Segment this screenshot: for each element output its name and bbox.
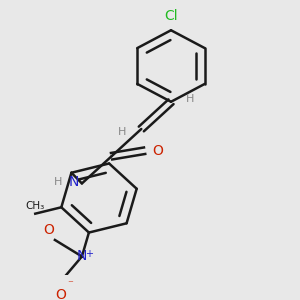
Text: O: O [44,223,54,237]
Text: Cl: Cl [164,9,178,23]
Text: H: H [118,127,126,137]
Text: +: + [85,249,93,259]
Text: ⁻: ⁻ [67,279,73,289]
Text: O: O [56,288,66,300]
Text: H: H [54,177,62,187]
Text: H: H [186,94,194,104]
Text: N: N [77,250,87,263]
Text: O: O [152,144,163,158]
Text: N: N [68,175,79,189]
Text: CH₃: CH₃ [26,201,45,211]
